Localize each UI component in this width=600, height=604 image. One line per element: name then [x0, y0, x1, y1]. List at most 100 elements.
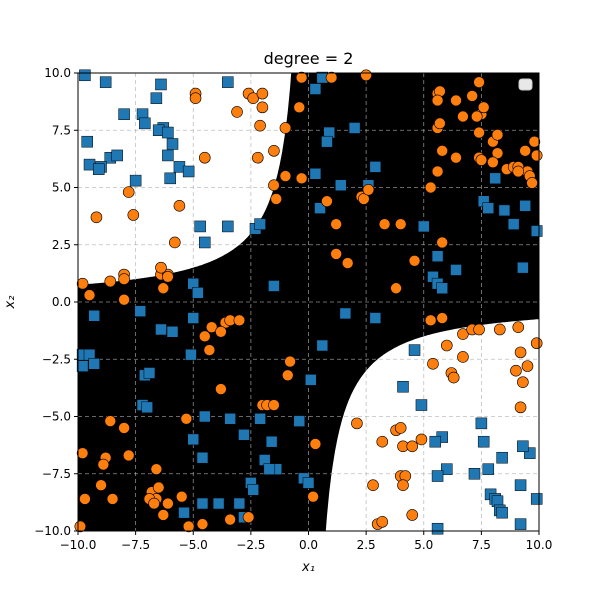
data-point-square	[431, 250, 444, 262]
data-point-circle	[74, 520, 87, 533]
data-point-circle	[254, 119, 266, 132]
data-point-circle	[394, 218, 407, 230]
region-white-bottom-right	[325, 319, 539, 531]
data-point-circle	[118, 422, 130, 434]
data-point-circle	[473, 76, 485, 88]
data-point-square	[187, 312, 199, 324]
data-point-circle	[519, 145, 531, 157]
data-point-square	[187, 433, 199, 446]
data-point-square	[321, 135, 333, 148]
data-point-square	[212, 497, 225, 510]
data-point-circle	[122, 449, 135, 462]
data-point-circle	[424, 314, 437, 327]
data-point-circle	[491, 129, 504, 141]
data-point-circle	[251, 151, 264, 164]
data-point-circle	[295, 172, 308, 185]
x-tick-label: 7.5	[472, 538, 491, 552]
decision-region-layer	[78, 73, 539, 531]
data-point-square	[141, 401, 153, 414]
data-point-circle	[351, 417, 363, 430]
x-tick-label: 0.0	[299, 538, 318, 552]
data-point-circle	[406, 440, 419, 453]
data-point-square	[162, 126, 174, 139]
data-point-circle	[180, 412, 193, 425]
data-point-square	[162, 149, 174, 162]
data-point-square	[498, 204, 511, 217]
data-point-square	[222, 220, 234, 233]
data-point-square	[496, 451, 508, 464]
data-point-circle	[477, 101, 490, 114]
data-point-circle	[436, 312, 448, 324]
data-point-circle	[457, 110, 469, 123]
data-point-square	[369, 161, 382, 173]
data-point-circle	[367, 479, 379, 492]
data-point-square	[514, 479, 527, 491]
data-point-square	[196, 451, 209, 464]
data-point-square	[519, 200, 531, 212]
data-point-circle	[162, 271, 174, 283]
y-tick-label: −7.5	[42, 467, 71, 481]
data-point-circle	[268, 399, 280, 411]
data-point-circle	[436, 236, 448, 249]
data-point-square	[524, 447, 536, 459]
data-point-circle	[148, 497, 160, 510]
data-point-circle	[457, 328, 469, 340]
data-point-square	[164, 172, 176, 185]
y-tick-label: −5.0	[42, 410, 71, 424]
data-point-square	[185, 348, 197, 361]
data-point-circle	[325, 71, 338, 84]
y-axis-label: x₂	[3, 296, 18, 310]
data-point-square	[408, 344, 421, 356]
data-point-square	[477, 435, 490, 448]
legend-box	[518, 78, 533, 91]
data-point-circle	[231, 106, 243, 118]
data-point-circle	[330, 218, 342, 230]
data-point-circle	[104, 275, 117, 288]
data-point-circle	[450, 94, 462, 107]
data-point-circle	[76, 447, 89, 459]
data-point-circle	[514, 401, 527, 414]
data-point-square	[441, 463, 453, 475]
data-point-square	[418, 220, 430, 233]
data-point-square	[199, 410, 211, 423]
data-point-circle	[526, 177, 538, 189]
x-tick-label: 5.0	[414, 538, 433, 552]
y-tick-label: 10.0	[44, 66, 71, 80]
data-point-square	[268, 280, 280, 292]
data-point-square	[254, 218, 266, 230]
data-point-square	[339, 307, 352, 320]
data-point-square	[335, 179, 347, 191]
data-point-square	[254, 413, 266, 425]
data-point-circle	[79, 493, 91, 505]
data-point-circle	[360, 69, 372, 82]
data-point-square	[530, 225, 543, 237]
data-point-square	[517, 440, 529, 453]
data-point-square	[309, 168, 322, 180]
data-point-circle	[295, 71, 308, 84]
data-point-circle	[83, 289, 96, 301]
data-point-circle	[470, 110, 483, 123]
data-point-circle	[97, 458, 110, 471]
data-point-circle	[530, 337, 543, 350]
data-point-circle	[358, 193, 370, 205]
data-point-square	[155, 78, 167, 91]
data-point-square	[150, 92, 163, 104]
x-tick-label: 10.0	[526, 538, 553, 552]
data-point-square	[88, 309, 100, 322]
y-tick-label: 5.0	[52, 181, 71, 195]
data-point-circle	[162, 497, 174, 510]
data-point-square	[76, 360, 89, 372]
data-point-circle	[215, 325, 227, 338]
y-tick-label: 7.5	[52, 123, 71, 137]
data-point-circle	[450, 151, 462, 164]
data-point-square	[496, 506, 508, 519]
data-point-circle	[406, 509, 419, 521]
data-point-circle	[76, 277, 89, 290]
data-point-square	[429, 435, 442, 448]
data-point-circle	[152, 481, 165, 494]
data-point-square	[369, 312, 382, 324]
x-tick-label: −7.5	[121, 538, 150, 552]
data-point-circle	[256, 101, 269, 114]
data-point-circle	[424, 181, 437, 194]
